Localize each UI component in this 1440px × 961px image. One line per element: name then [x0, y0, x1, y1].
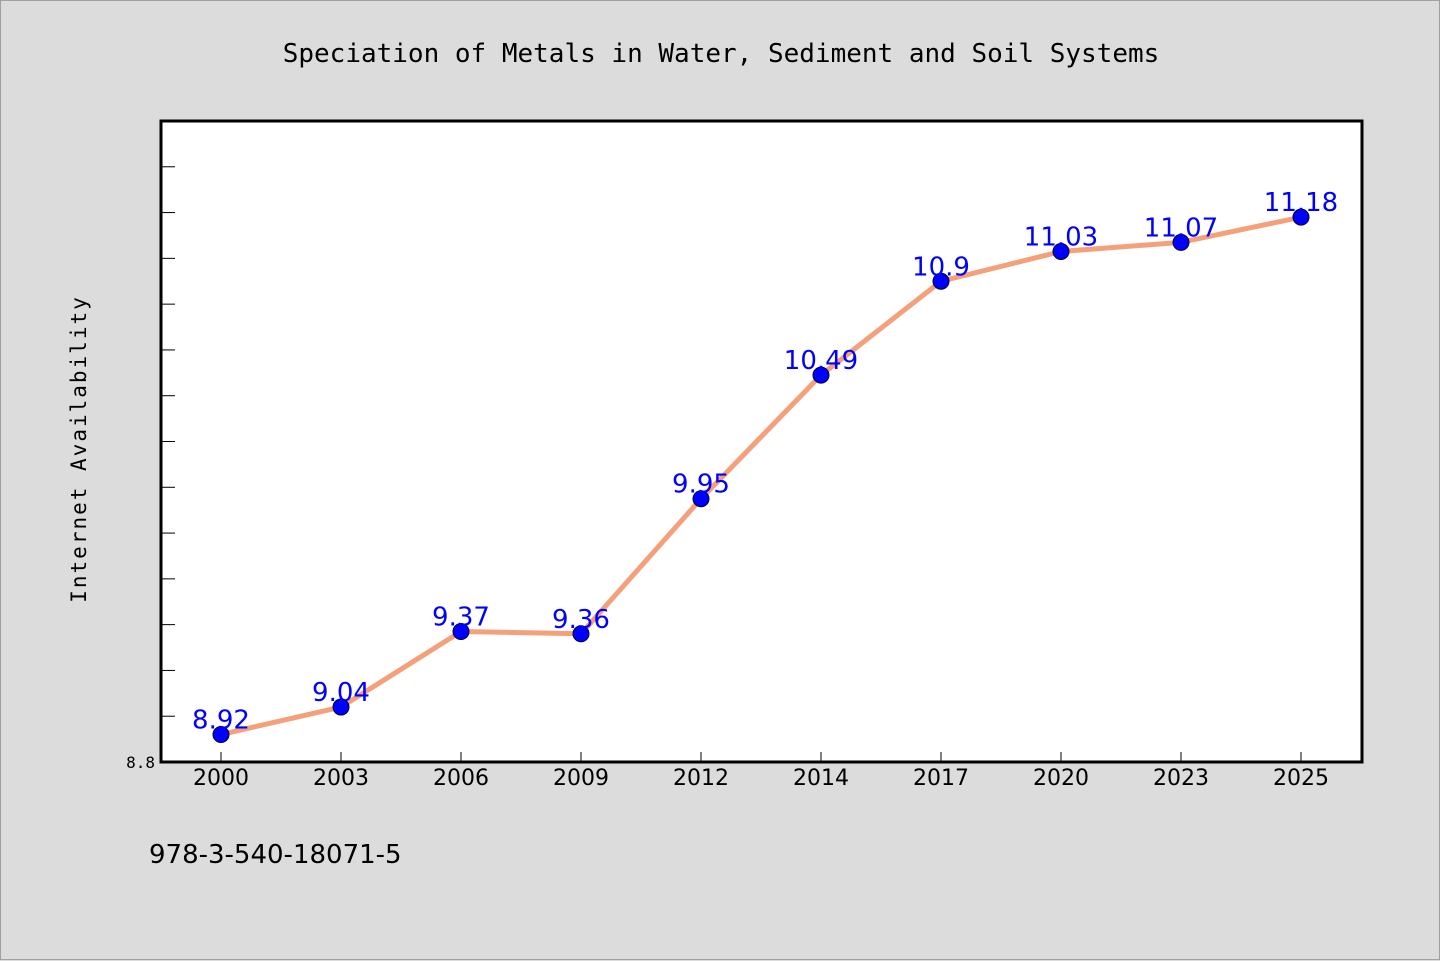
data-label: 9.95	[672, 470, 730, 500]
data-label: 10.49	[784, 346, 858, 376]
data-label: 9.36	[552, 605, 610, 635]
data-point	[1292, 208, 1310, 226]
data-point	[1052, 242, 1070, 260]
y-tick-label: 8.8	[126, 753, 155, 772]
x-tick-label: 2012	[673, 766, 729, 791]
data-point	[932, 272, 950, 290]
data-label: 11.18	[1264, 188, 1338, 218]
x-tick-label: 2003	[313, 766, 369, 791]
x-tick-label: 2009	[553, 766, 609, 791]
data-label: 8.92	[192, 706, 250, 736]
data-point	[812, 366, 830, 384]
data-point	[1172, 233, 1190, 251]
x-tick-label: 2017	[913, 766, 969, 791]
plot-area	[159, 119, 1364, 764]
y-axis-label: Internet Availability	[67, 295, 91, 603]
data-point	[572, 625, 590, 643]
x-axis-ticks: 2000 2003 2006 2009 2012 2014 2017 2020 2023 2025	[193, 752, 1329, 791]
x-tick-label: 2014	[793, 766, 849, 791]
x-tick-label: 2023	[1153, 766, 1209, 791]
data-label: 9.37	[432, 603, 490, 633]
x-tick-label: 2020	[1033, 766, 1089, 791]
chart-title: Speciation of Metals in Water, Sediment …	[283, 39, 1160, 69]
data-point	[212, 726, 230, 744]
footnote: 978-3-540-18071-5	[149, 840, 402, 870]
x-tick-label: 2000	[193, 766, 249, 791]
x-tick-label: 2006	[433, 766, 489, 791]
data-point	[692, 490, 710, 508]
data-label: 11.07	[1144, 213, 1218, 243]
data-point	[452, 623, 470, 641]
data-label: 9.04	[312, 678, 370, 708]
data-label: 10.9	[912, 252, 970, 282]
series-layer: 8.92 9.04 9.37 9.36 9.95 10.49 10.9 11.03 11.07 1…	[192, 188, 1338, 744]
data-label: 11.03	[1024, 222, 1098, 252]
data-point	[332, 698, 350, 716]
y-axis-ticks: 8.8	[126, 120, 175, 772]
series-line	[218, 214, 1304, 738]
x-tick-label: 2025	[1273, 766, 1329, 791]
